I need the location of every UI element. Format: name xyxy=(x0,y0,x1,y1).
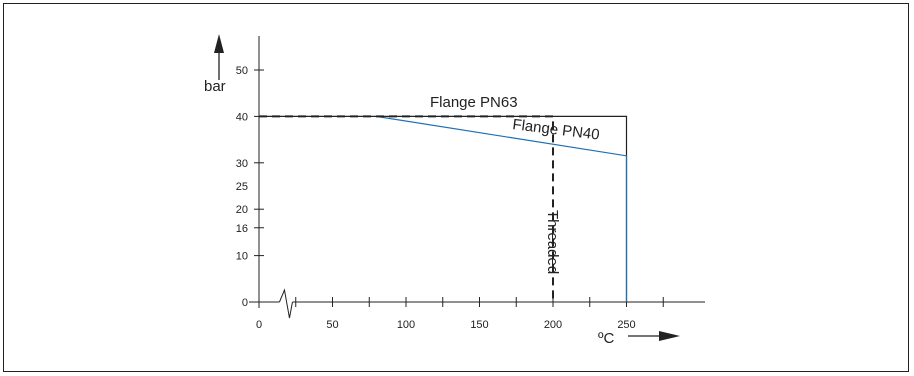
series-label-flange-pn63: Flange PN63 xyxy=(430,94,518,111)
series-lines xyxy=(259,115,628,302)
y-axis-arrow-head xyxy=(214,34,224,53)
y-tick-label: 30 xyxy=(236,158,248,170)
x-axis-break xyxy=(278,288,293,319)
x-axis-arrow-head xyxy=(659,331,680,341)
y-tick-label: 50 xyxy=(236,65,248,77)
chart-frame xyxy=(3,3,909,372)
y-tick-label: 40 xyxy=(236,111,248,123)
series-line-flange-pn40 xyxy=(376,115,628,302)
x-tick-label: 150 xyxy=(470,319,488,331)
x-tick-label: 200 xyxy=(544,319,562,331)
x-tick-label: 250 xyxy=(617,319,635,331)
series-line-flange-pn63 xyxy=(259,115,628,302)
y-tick-label: 16 xyxy=(236,223,248,235)
y-tick-label: 25 xyxy=(236,181,248,193)
y-tick-label: 20 xyxy=(236,204,248,216)
axes: 0 50 100 150 200 250 0 10 16 20 25 30 40 50 xyxy=(214,34,705,341)
y-tick-label: 10 xyxy=(236,251,248,263)
x-tick-label: 50 xyxy=(326,319,338,331)
series-line-threaded xyxy=(259,115,554,302)
y-tick-label: 0 xyxy=(242,297,248,309)
y-axis-label: bar xyxy=(204,78,226,95)
x-tick-label: 0 xyxy=(256,319,262,331)
series-label-threaded: Threaded xyxy=(544,210,561,274)
x-axis-label: ºC xyxy=(598,330,614,347)
x-tick-label: 100 xyxy=(397,319,415,331)
